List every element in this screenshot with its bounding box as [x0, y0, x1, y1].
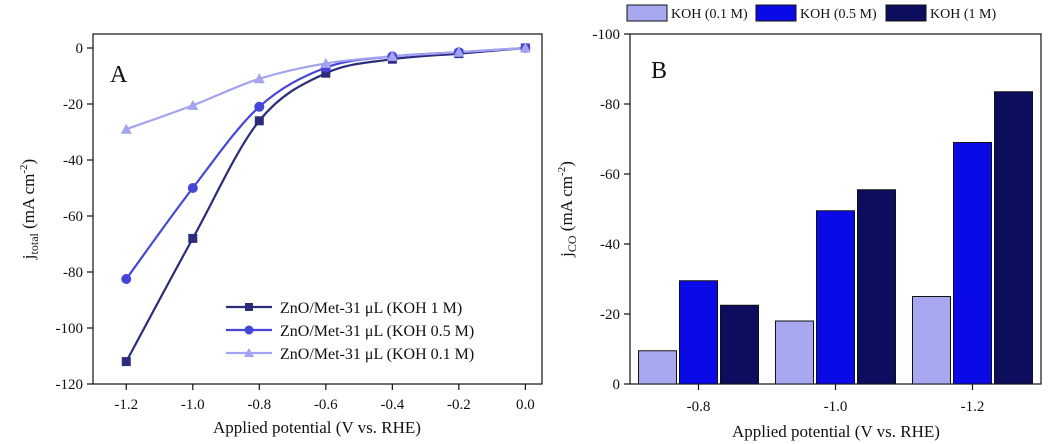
- panel-a-y-axis-label: jtotal (mA cm-2): [18, 159, 41, 260]
- panel-a-y-label-unit: (mA cm: [19, 174, 38, 234]
- panel-b-bar-chart: 0 -20 -40 -60 -80 -100 -0.8 -1.0 -1.2 B Applied…: [556, 4, 1042, 441]
- panel-b-x-tick-label: -1.2: [961, 399, 985, 415]
- panel-b-y-tick-label: -100: [593, 27, 621, 43]
- panel-b-bar-koh-1-m: [994, 91, 1033, 385]
- panel-b-y-label-sub: CO: [565, 235, 579, 252]
- panel-a-point-triangle: [120, 123, 132, 134]
- panel-a-series-markers: [120, 42, 531, 367]
- panel-a-x-axis-label: Applied potential (V vs. RHE): [213, 418, 421, 437]
- panel-b-y-axis: 0 -20 -40 -60 -80 -100: [593, 27, 630, 393]
- panel-a-legend-label: ZnO/Met-31 μL (KOH 1 M): [280, 300, 462, 317]
- panel-b-bar-koh-0-1-m: [775, 320, 814, 385]
- panel-a-point-triangle: [453, 46, 465, 57]
- panel-a-point-triangle: [253, 73, 265, 84]
- panel-a-y-tick-label: -100: [56, 321, 84, 337]
- panel-a-point-square: [188, 233, 198, 243]
- panel-b-legend-swatch: [626, 4, 668, 22]
- panel-a-y-tick-label: -120: [56, 377, 84, 393]
- panel-b-bar-koh-0-5-m: [816, 210, 855, 385]
- panel-b-y-label-main: j: [557, 252, 576, 258]
- panel-b-legend-swatch: [885, 4, 927, 22]
- panel-a-x-tick-label: -1.2: [114, 397, 138, 413]
- panel-a-point-square: [254, 116, 264, 126]
- panel-a-y-tick-label: -40: [63, 153, 83, 169]
- panel-b-bar-koh-1-m: [857, 189, 896, 385]
- panel-a-y-axis: 0 -20 -40 -60 -80 -100 -120: [56, 41, 93, 393]
- panel-a-x-tick-label: -0.6: [314, 397, 338, 413]
- panel-a-point-circle: [187, 183, 198, 193]
- panel-a-y-label-close: ): [19, 159, 38, 165]
- panel-a-point-triangle: [519, 42, 531, 53]
- panel-b-x-axis-label: Applied potential (V vs. RHE): [732, 422, 940, 441]
- panel-b-bar-koh-0-5-m: [679, 280, 718, 385]
- panel-a-legend-marker: [244, 325, 254, 335]
- panel-b-y-tick-label: -40: [600, 237, 620, 253]
- panel-b-bars: [638, 91, 1033, 385]
- panel-b-y-label-unit: (mA cm: [557, 176, 576, 236]
- panel-a-point-square: [121, 357, 131, 367]
- panel-b-legend-label: KOH (0.5 M): [800, 7, 877, 22]
- panel-b-y-axis-label: jCO (mA cm-2): [556, 161, 579, 258]
- panel-a-y-label-sup: -2: [18, 164, 30, 173]
- panel-a-series-line-circle: [125, 46, 526, 280]
- panel-b-legend-swatch: [755, 4, 797, 22]
- panel-a-legend-label: ZnO/Met-31 μL (KOH 0.5 M): [280, 323, 474, 340]
- panel-a-x-axis: -1.2 -1.0 -0.8 -0.6 -0.4 -0.2 0.0: [114, 384, 535, 413]
- panel-a-y-label-main: j: [19, 254, 38, 260]
- panel-b-y-label-close: ): [557, 161, 576, 167]
- panel-a-y-tick-label: -20: [63, 97, 83, 113]
- panel-b-bar-koh-0-5-m: [953, 142, 992, 385]
- panel-b-label: B: [651, 58, 667, 84]
- panel-a-legend-label: ZnO/Met-31 μL (KOH 0.1 M): [280, 346, 474, 363]
- panel-a-legend: ZnO/Met-31 μL (KOH 1 M) ZnO/Met-31 μL (KO…: [226, 300, 474, 363]
- panel-a-y-tick-label: 0: [76, 41, 84, 57]
- panel-b-y-label-sup: -2: [556, 167, 568, 176]
- panel-a-point-circle: [121, 274, 132, 284]
- panel-b-x-axis: -0.8 -1.0 -1.2: [687, 384, 985, 415]
- panel-b-bar-koh-0-1-m: [912, 296, 951, 385]
- panel-a-x-tick-label: -0.8: [247, 397, 271, 413]
- panel-b-y-tick-label: -80: [600, 97, 620, 113]
- panel-a-y-tick-label: -80: [63, 265, 83, 281]
- panel-a-line-chart: 0 -20 -40 -60 -80 -100 -120 -1.2 -1.0 -0.8 -0.6 -0…: [18, 33, 543, 437]
- panel-a-point-triangle: [386, 50, 398, 61]
- panel-a-point-circle: [254, 101, 265, 112]
- panel-a-legend-marker: [244, 348, 254, 357]
- panel-a-y-label-sub: total: [27, 232, 41, 254]
- panel-a-x-tick-label: 0.0: [516, 397, 535, 413]
- panel-a-legend-marker: [245, 303, 253, 311]
- panel-b-x-tick-label: -0.8: [687, 399, 711, 415]
- panel-b-legend: KOH (0.1 M) KOH (0.5 M) KOH (1 M): [626, 4, 996, 22]
- panel-b-y-tick-label: 0: [613, 377, 621, 393]
- panel-a-x-tick-label: -0.4: [380, 397, 404, 413]
- panel-a-plot-frame: [92, 33, 543, 385]
- panel-a-x-tick-label: -1.0: [181, 397, 205, 413]
- panel-a-y-tick-label: -60: [63, 209, 83, 225]
- panel-a-point-square: [321, 68, 331, 78]
- panel-a-label: A: [110, 62, 128, 88]
- panel-a-x-tick-label: -0.2: [447, 397, 471, 413]
- panel-b-legend-label: KOH (0.1 M): [671, 7, 748, 22]
- panel-b-bar-koh-0-1-m: [638, 350, 677, 385]
- panel-b-legend-label: KOH (1 M): [930, 7, 996, 22]
- panel-a-point-triangle: [320, 57, 332, 68]
- panel-b-y-tick-label: -20: [600, 307, 620, 323]
- panel-b-y-tick-label: -60: [600, 167, 620, 183]
- panel-a-point-triangle: [187, 99, 199, 110]
- panel-b-bar-koh-1-m: [720, 304, 759, 385]
- panel-b-x-tick-label: -1.0: [824, 399, 848, 415]
